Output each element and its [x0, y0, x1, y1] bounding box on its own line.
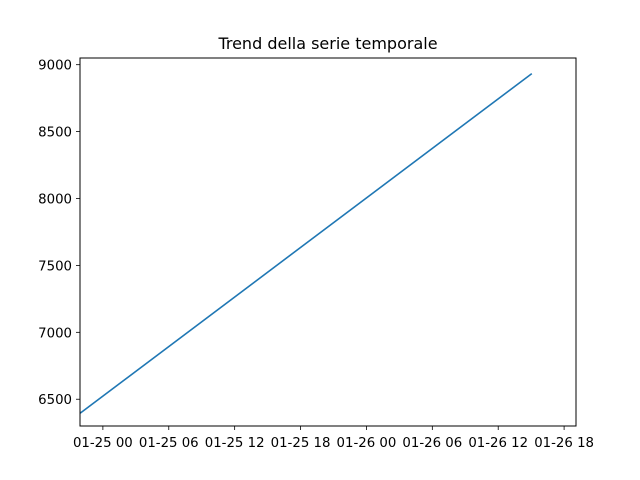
x-tick-label: 01-25 12 — [205, 436, 265, 451]
y-tick-label: 8000 — [38, 193, 72, 208]
y-tick-label: 7000 — [38, 326, 72, 341]
x-tick-label: 01-26 06 — [402, 436, 462, 451]
y-axis: 6500 7000 7500 8000 8500 9000 — [38, 59, 80, 408]
x-tick-label: 01-25 18 — [271, 436, 331, 451]
y-tick-label: 8500 — [38, 126, 72, 141]
y-tick-label: 9000 — [38, 59, 72, 74]
x-tick-label: 01-26 00 — [337, 436, 397, 451]
series-line-0 — [79, 72, 533, 414]
y-tick-label: 7500 — [38, 259, 72, 274]
y-tick-label: 6500 — [38, 393, 72, 408]
chart-title: Trend della serie temporale — [217, 34, 437, 53]
x-tick-label: 01-25 06 — [139, 436, 199, 451]
x-axis: 01-25 00 01-25 06 01-25 12 01-25 18 01-26 00… — [73, 426, 594, 451]
series-layer — [79, 72, 533, 414]
x-tick-label: 01-26 18 — [534, 436, 594, 451]
x-tick-label: 01-25 00 — [73, 436, 133, 451]
plot-area-frame — [79, 57, 577, 427]
x-tick-label: 01-26 12 — [468, 436, 528, 451]
